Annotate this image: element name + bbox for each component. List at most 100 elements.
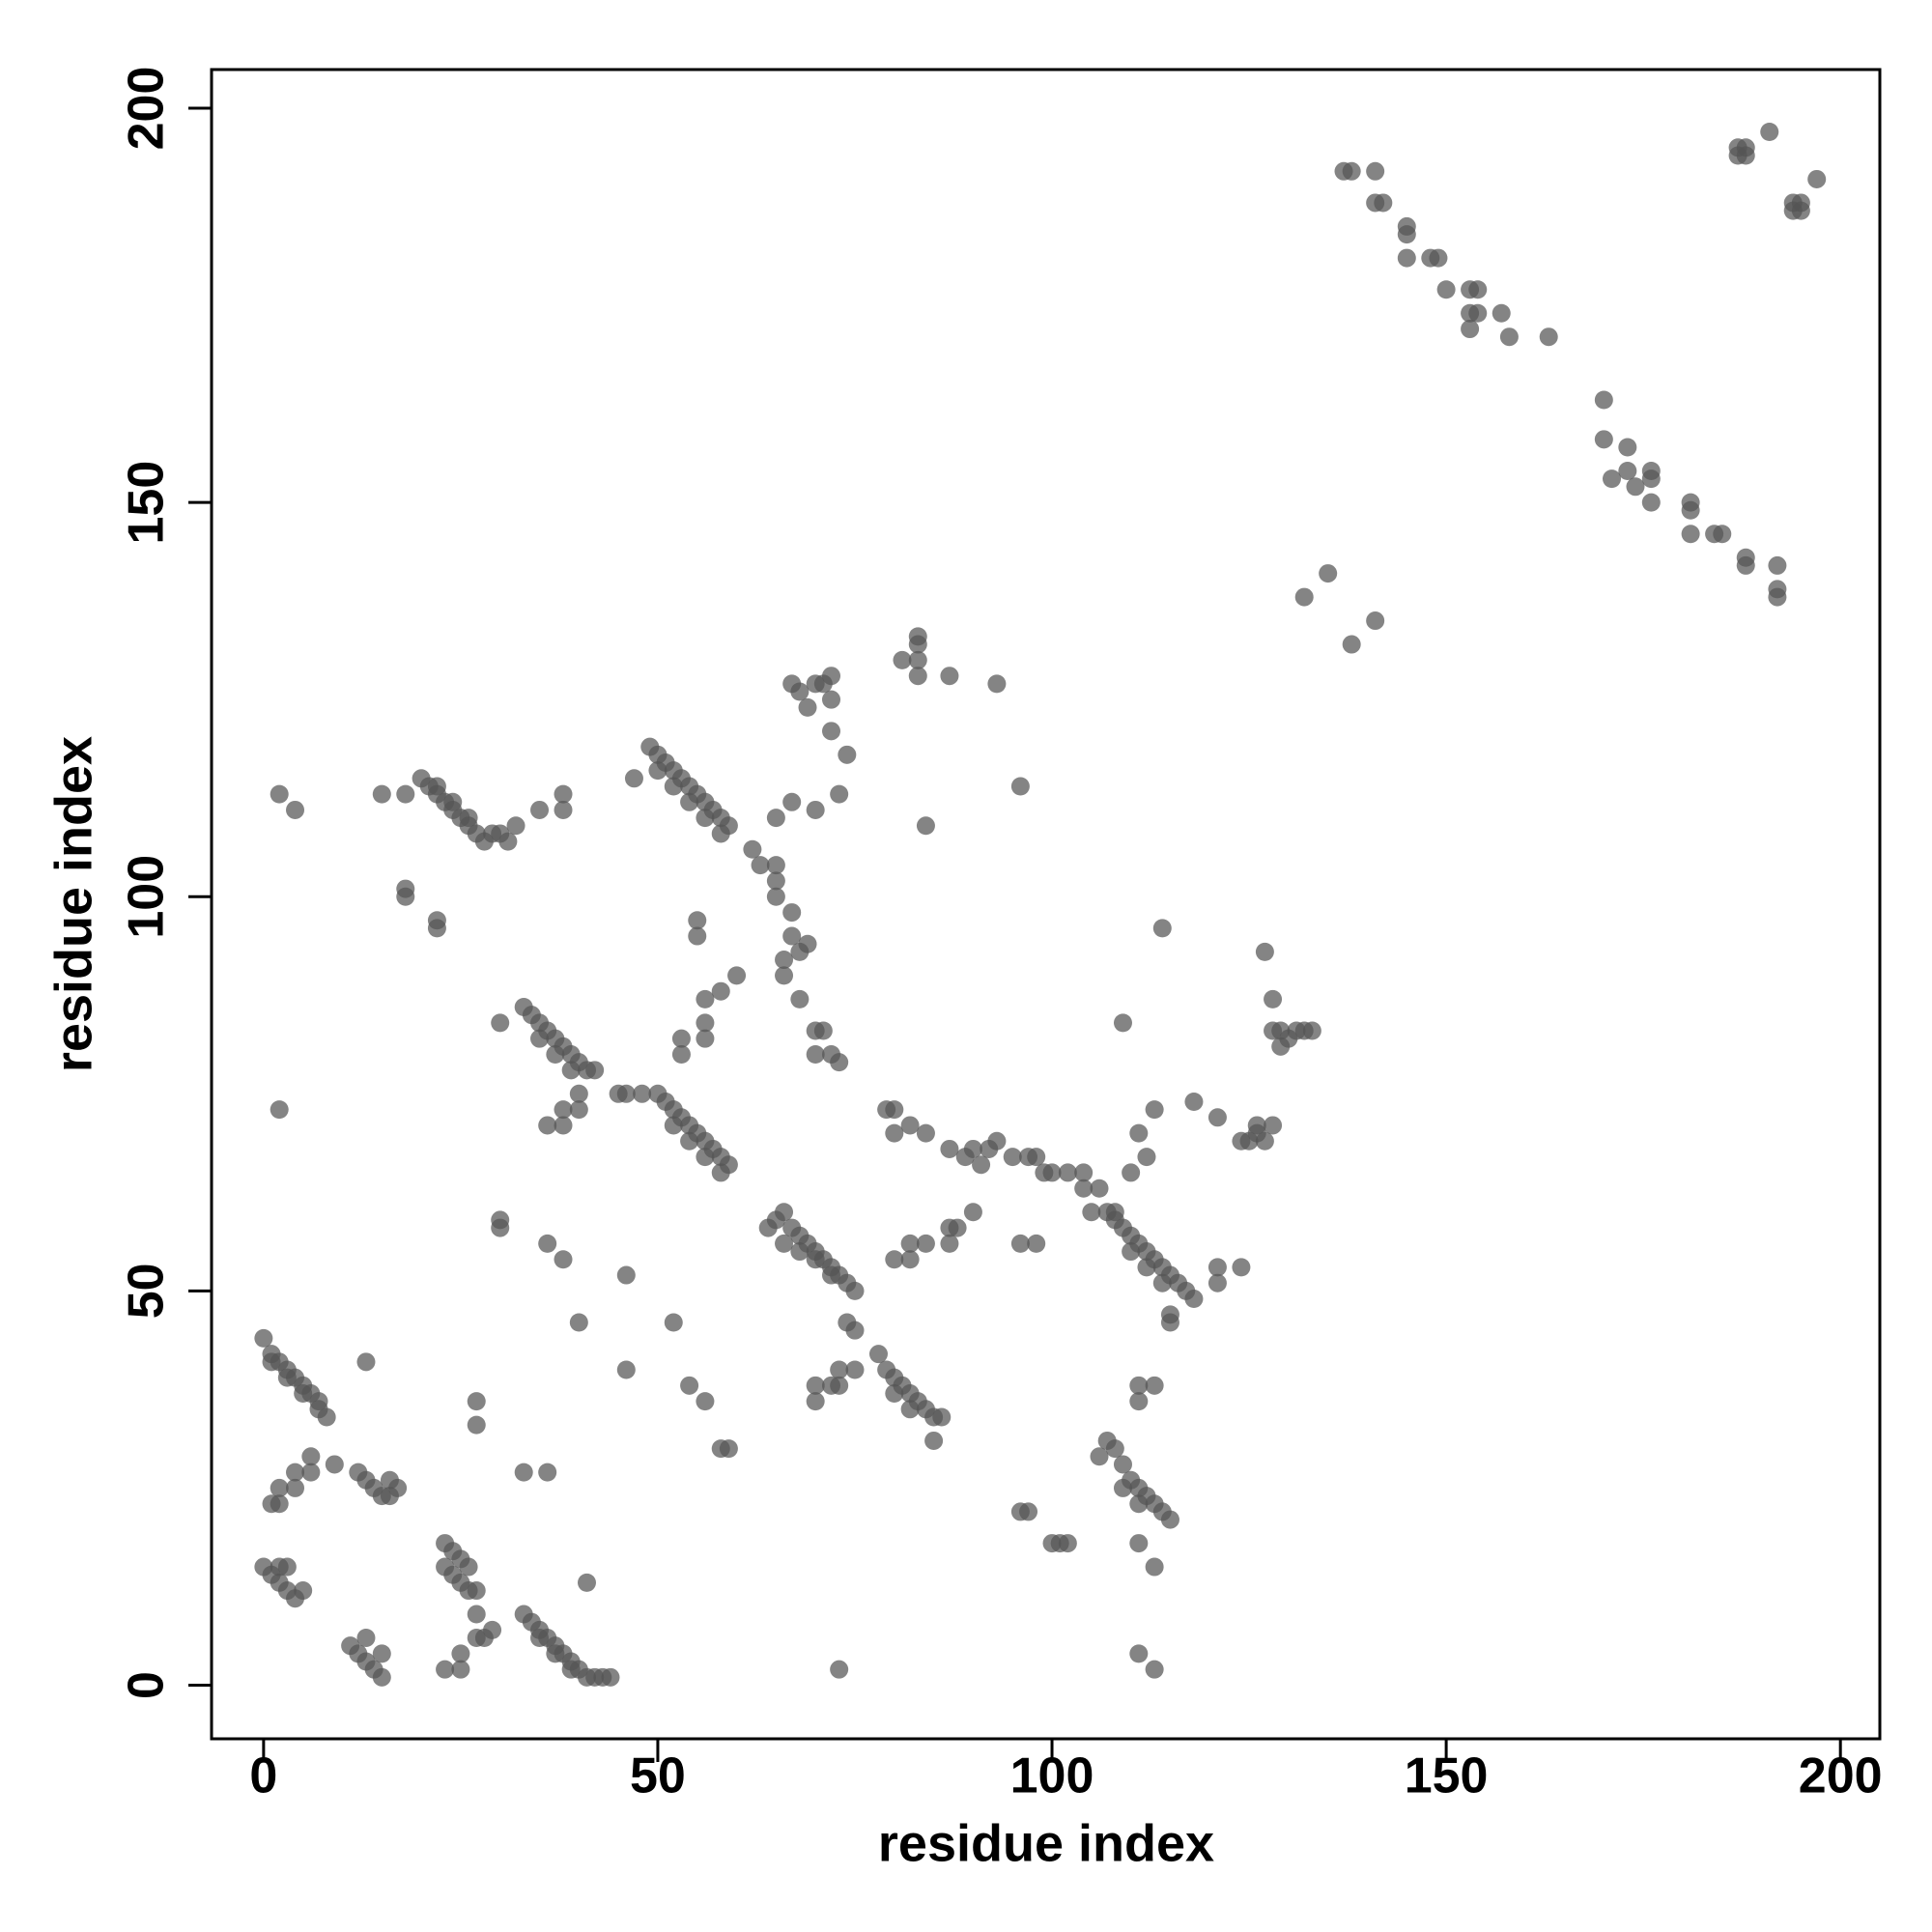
point bbox=[270, 784, 289, 804]
point bbox=[569, 1313, 588, 1332]
point bbox=[885, 1123, 904, 1143]
point bbox=[1618, 438, 1637, 457]
point bbox=[286, 800, 305, 819]
point bbox=[972, 1155, 991, 1175]
point bbox=[1208, 1273, 1227, 1293]
point bbox=[585, 1061, 605, 1080]
point bbox=[696, 1029, 715, 1048]
point bbox=[830, 1360, 849, 1379]
point bbox=[1058, 1534, 1077, 1553]
point bbox=[1074, 1179, 1094, 1198]
x-tick-label: 50 bbox=[630, 1748, 686, 1804]
point bbox=[782, 903, 802, 923]
point bbox=[372, 1644, 391, 1663]
point bbox=[751, 856, 770, 875]
point bbox=[885, 1100, 904, 1120]
point bbox=[1145, 1660, 1164, 1679]
point bbox=[1713, 525, 1732, 544]
point bbox=[396, 887, 415, 906]
point bbox=[1492, 303, 1511, 323]
point bbox=[1058, 1163, 1077, 1182]
point bbox=[427, 777, 446, 796]
point bbox=[932, 1407, 952, 1427]
point bbox=[1342, 161, 1361, 181]
point bbox=[711, 824, 730, 843]
point bbox=[530, 1629, 550, 1648]
point bbox=[885, 1250, 904, 1269]
point bbox=[1027, 1234, 1046, 1253]
x-tick-label: 200 bbox=[1799, 1748, 1883, 1804]
point bbox=[1145, 1376, 1164, 1395]
point bbox=[1255, 1131, 1274, 1151]
point bbox=[1294, 587, 1314, 607]
point bbox=[1042, 1163, 1062, 1182]
point bbox=[798, 934, 817, 953]
point bbox=[1010, 777, 1030, 796]
point bbox=[806, 1044, 825, 1064]
point bbox=[680, 1131, 699, 1151]
point bbox=[1366, 611, 1385, 631]
point bbox=[451, 1644, 470, 1663]
point bbox=[254, 1328, 273, 1348]
point bbox=[356, 1352, 376, 1372]
point bbox=[546, 1044, 565, 1064]
point bbox=[711, 1163, 730, 1182]
point bbox=[766, 809, 785, 828]
point bbox=[1468, 303, 1488, 323]
point bbox=[790, 989, 810, 1009]
point bbox=[845, 1360, 865, 1379]
point bbox=[830, 784, 849, 804]
point bbox=[1626, 477, 1645, 497]
point bbox=[1641, 469, 1661, 489]
point bbox=[1160, 1510, 1179, 1529]
point bbox=[616, 1265, 636, 1285]
point bbox=[775, 966, 794, 985]
point bbox=[696, 1148, 715, 1167]
point bbox=[940, 667, 959, 686]
point bbox=[838, 745, 857, 764]
point bbox=[1499, 327, 1519, 347]
point bbox=[427, 919, 446, 938]
point bbox=[1184, 1092, 1204, 1111]
point bbox=[671, 1029, 691, 1048]
point bbox=[916, 816, 935, 836]
point bbox=[987, 674, 1007, 694]
point bbox=[301, 1463, 321, 1482]
point bbox=[822, 722, 841, 741]
point bbox=[569, 1100, 588, 1120]
point bbox=[963, 1139, 982, 1158]
point bbox=[1397, 225, 1416, 244]
point bbox=[1160, 1313, 1179, 1332]
point bbox=[1681, 500, 1700, 520]
point bbox=[1122, 1242, 1141, 1262]
point bbox=[1019, 1502, 1038, 1521]
point bbox=[845, 1321, 865, 1340]
y-tick-label: 150 bbox=[119, 461, 175, 545]
point bbox=[664, 1116, 683, 1135]
point bbox=[908, 650, 927, 669]
point bbox=[538, 1234, 557, 1253]
point bbox=[1618, 461, 1637, 480]
point bbox=[1736, 555, 1755, 575]
point bbox=[301, 1447, 321, 1466]
point bbox=[822, 1376, 841, 1395]
point bbox=[1129, 1123, 1149, 1143]
point bbox=[467, 1415, 486, 1435]
point bbox=[680, 792, 699, 811]
point bbox=[1264, 989, 1283, 1009]
point bbox=[900, 1400, 920, 1419]
point bbox=[1760, 122, 1779, 141]
y-tick-label: 200 bbox=[119, 67, 175, 151]
point bbox=[467, 1629, 486, 1648]
point bbox=[775, 1234, 794, 1253]
point bbox=[1145, 1100, 1164, 1120]
point bbox=[277, 1557, 297, 1577]
point bbox=[893, 650, 912, 669]
point bbox=[616, 1084, 636, 1103]
point bbox=[822, 667, 841, 686]
point bbox=[775, 951, 794, 970]
x-tick-label: 100 bbox=[1010, 1748, 1094, 1804]
point bbox=[1122, 1163, 1141, 1182]
point bbox=[790, 1242, 810, 1262]
point bbox=[1208, 1108, 1227, 1127]
